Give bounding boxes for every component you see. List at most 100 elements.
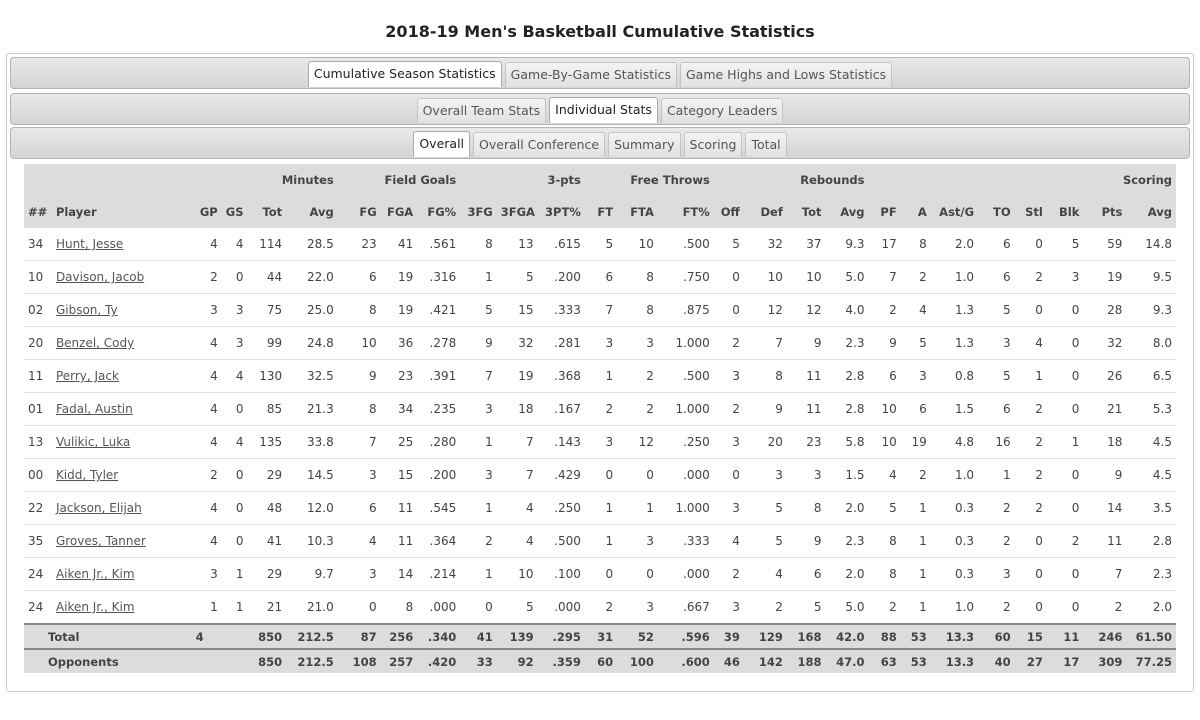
stat-fg: .280 [417,425,461,459]
column-header-ast-g[interactable]: Ast/G [930,196,979,228]
stat-fg: 7 [337,425,381,459]
tab-overall[interactable]: Overall [413,131,471,157]
player-name-cell[interactable]: Benzel, Cody [51,326,192,360]
tab-game-highs-and-lows-statistics[interactable]: Game Highs and Lows Statistics [680,62,893,87]
player-name-link[interactable]: Aiken Jr., Kim [55,567,135,581]
tab-individual-stats[interactable]: Individual Stats [549,97,658,123]
stat-3fg: 3 [460,392,497,426]
stat-gp: 4 [191,359,222,393]
stat-fta: 12 [617,425,658,459]
player-name-cell[interactable]: Aiken Jr., Kim [51,557,192,591]
tab-category-leaders[interactable]: Category Leaders [660,98,784,123]
stat-tot: 85 [247,392,287,426]
player-name-cell[interactable]: Fadal, Austin [51,392,192,426]
player-name-link[interactable]: Aiken Jr., Kim [55,600,135,614]
stat-avg: 2.3 [1126,557,1176,591]
stat-off: 3 [713,425,744,459]
tab-cumulative-season-statistics[interactable]: Cumulative Season Statistics [307,61,502,87]
group-scoring: Scoring [1083,164,1176,196]
stat-ft: 5 [584,228,618,261]
stat-gs: 0 [221,392,248,426]
player-name-link[interactable]: Perry, Jack [55,369,119,383]
tab-game-by-game-statistics[interactable]: Game-By-Game Statistics [504,62,677,87]
stat-3pt: .333 [537,293,585,327]
column-header-3fga[interactable]: 3FGA [496,196,538,228]
player-name-cell[interactable]: Aiken Jr., Kim [51,590,192,625]
stat-off: 2 [713,392,744,426]
player-name-cell[interactable]: Hunt, Jesse [51,228,192,261]
tab-scoring[interactable]: Scoring [683,132,743,157]
column-header-to[interactable]: TO [978,196,1015,228]
stat-3pt: .250 [537,491,585,525]
column-header-tot[interactable]: Tot [247,196,287,228]
column-header-gs[interactable]: GS [221,196,248,228]
stat-fga: 15 [380,458,418,492]
column-header-blk[interactable]: Blk [1046,196,1084,228]
tab-overall-conference[interactable]: Overall Conference [473,132,606,157]
column-header-pts[interactable]: Pts [1083,196,1127,228]
totals-row-stat: 129 [743,623,787,649]
player-number: 10 [24,260,52,294]
column-header-fg[interactable]: FG% [417,196,461,228]
player-name-cell[interactable]: Gibson, Ty [51,293,192,327]
stat-tot: 37 [786,228,826,261]
stat-ft: 6 [584,260,618,294]
tab-overall-team-stats[interactable]: Overall Team Stats [416,98,547,123]
column-header-3fg[interactable]: 3FG [460,196,497,228]
column-header-fta[interactable]: FTA [617,196,658,228]
player-name-link[interactable]: Jackson, Elijah [55,501,142,515]
stat-avg: 2.0 [1126,590,1176,625]
stat-a: 19 [900,425,931,459]
stat-ft: .250 [657,425,714,459]
totals-row-stat: 139 [496,623,538,649]
player-name-link[interactable]: Groves, Tanner [55,534,146,548]
player-name-cell[interactable]: Groves, Tanner [51,524,192,558]
tab-summary[interactable]: Summary [608,132,681,157]
totals-row-stat: 61.50 [1126,623,1176,649]
stat-3fg: 5 [460,293,497,327]
column-header-3pt[interactable]: 3PT% [537,196,585,228]
stat-gs: 0 [221,458,248,492]
player-name-link[interactable]: Davison, Jacob [55,270,145,284]
stat-a: 4 [900,293,931,327]
column-header-num[interactable]: ## [24,196,52,228]
stat-tot: 75 [247,293,287,327]
column-header-off[interactable]: Off [713,196,744,228]
player-name-link[interactable]: Kidd, Tyler [55,468,119,482]
column-header-ft[interactable]: FT% [657,196,714,228]
stat-tot: 99 [247,326,287,360]
totals-row-stat: 42.0 [825,623,869,649]
player-name-cell[interactable]: Kidd, Tyler [51,458,192,492]
column-header-avg[interactable]: Avg [825,196,869,228]
column-header-def[interactable]: Def [743,196,787,228]
opponents-row-stat: 46 [713,648,744,673]
stat-gs: 0 [221,491,248,525]
stat-ft: .667 [657,590,714,625]
column-header-pf[interactable]: PF [868,196,901,228]
player-name-link[interactable]: Vulikic, Luka [55,435,131,449]
group-free-throws: Free Throws [584,164,714,196]
player-name-cell[interactable]: Davison, Jacob [51,260,192,294]
column-header-tot[interactable]: Tot [786,196,826,228]
column-header-fga[interactable]: FGA [380,196,418,228]
tab-total[interactable]: Total [745,132,787,157]
player-name-link[interactable]: Fadal, Austin [55,402,133,416]
column-header-ft[interactable]: FT [584,196,618,228]
column-header-stl[interactable]: Stl [1014,196,1047,228]
column-header-fg[interactable]: FG [337,196,381,228]
stat-def: 2 [743,590,787,625]
column-header-a[interactable]: A [900,196,931,228]
table-row: 02 Gibson, Ty 3 3 75 25.0 8 19.421 5 15.333 7 8.875… [24,293,1176,327]
column-header-avg[interactable]: Avg [286,196,338,228]
column-header-gp[interactable]: GP [191,196,222,228]
page-title: 2018-19 Men's Basketball Cumulative Stat… [385,22,815,41]
player-name-link[interactable]: Hunt, Jesse [55,237,124,251]
player-name-link[interactable]: Gibson, Ty [55,303,118,317]
column-header-player[interactable]: Player [51,196,192,228]
player-number: 11 [24,359,52,393]
player-name-cell[interactable]: Vulikic, Luka [51,425,192,459]
player-name-link[interactable]: Benzel, Cody [55,336,135,350]
player-name-cell[interactable]: Perry, Jack [51,359,192,393]
column-header-avg[interactable]: Avg [1126,196,1176,228]
player-name-cell[interactable]: Jackson, Elijah [51,491,192,525]
